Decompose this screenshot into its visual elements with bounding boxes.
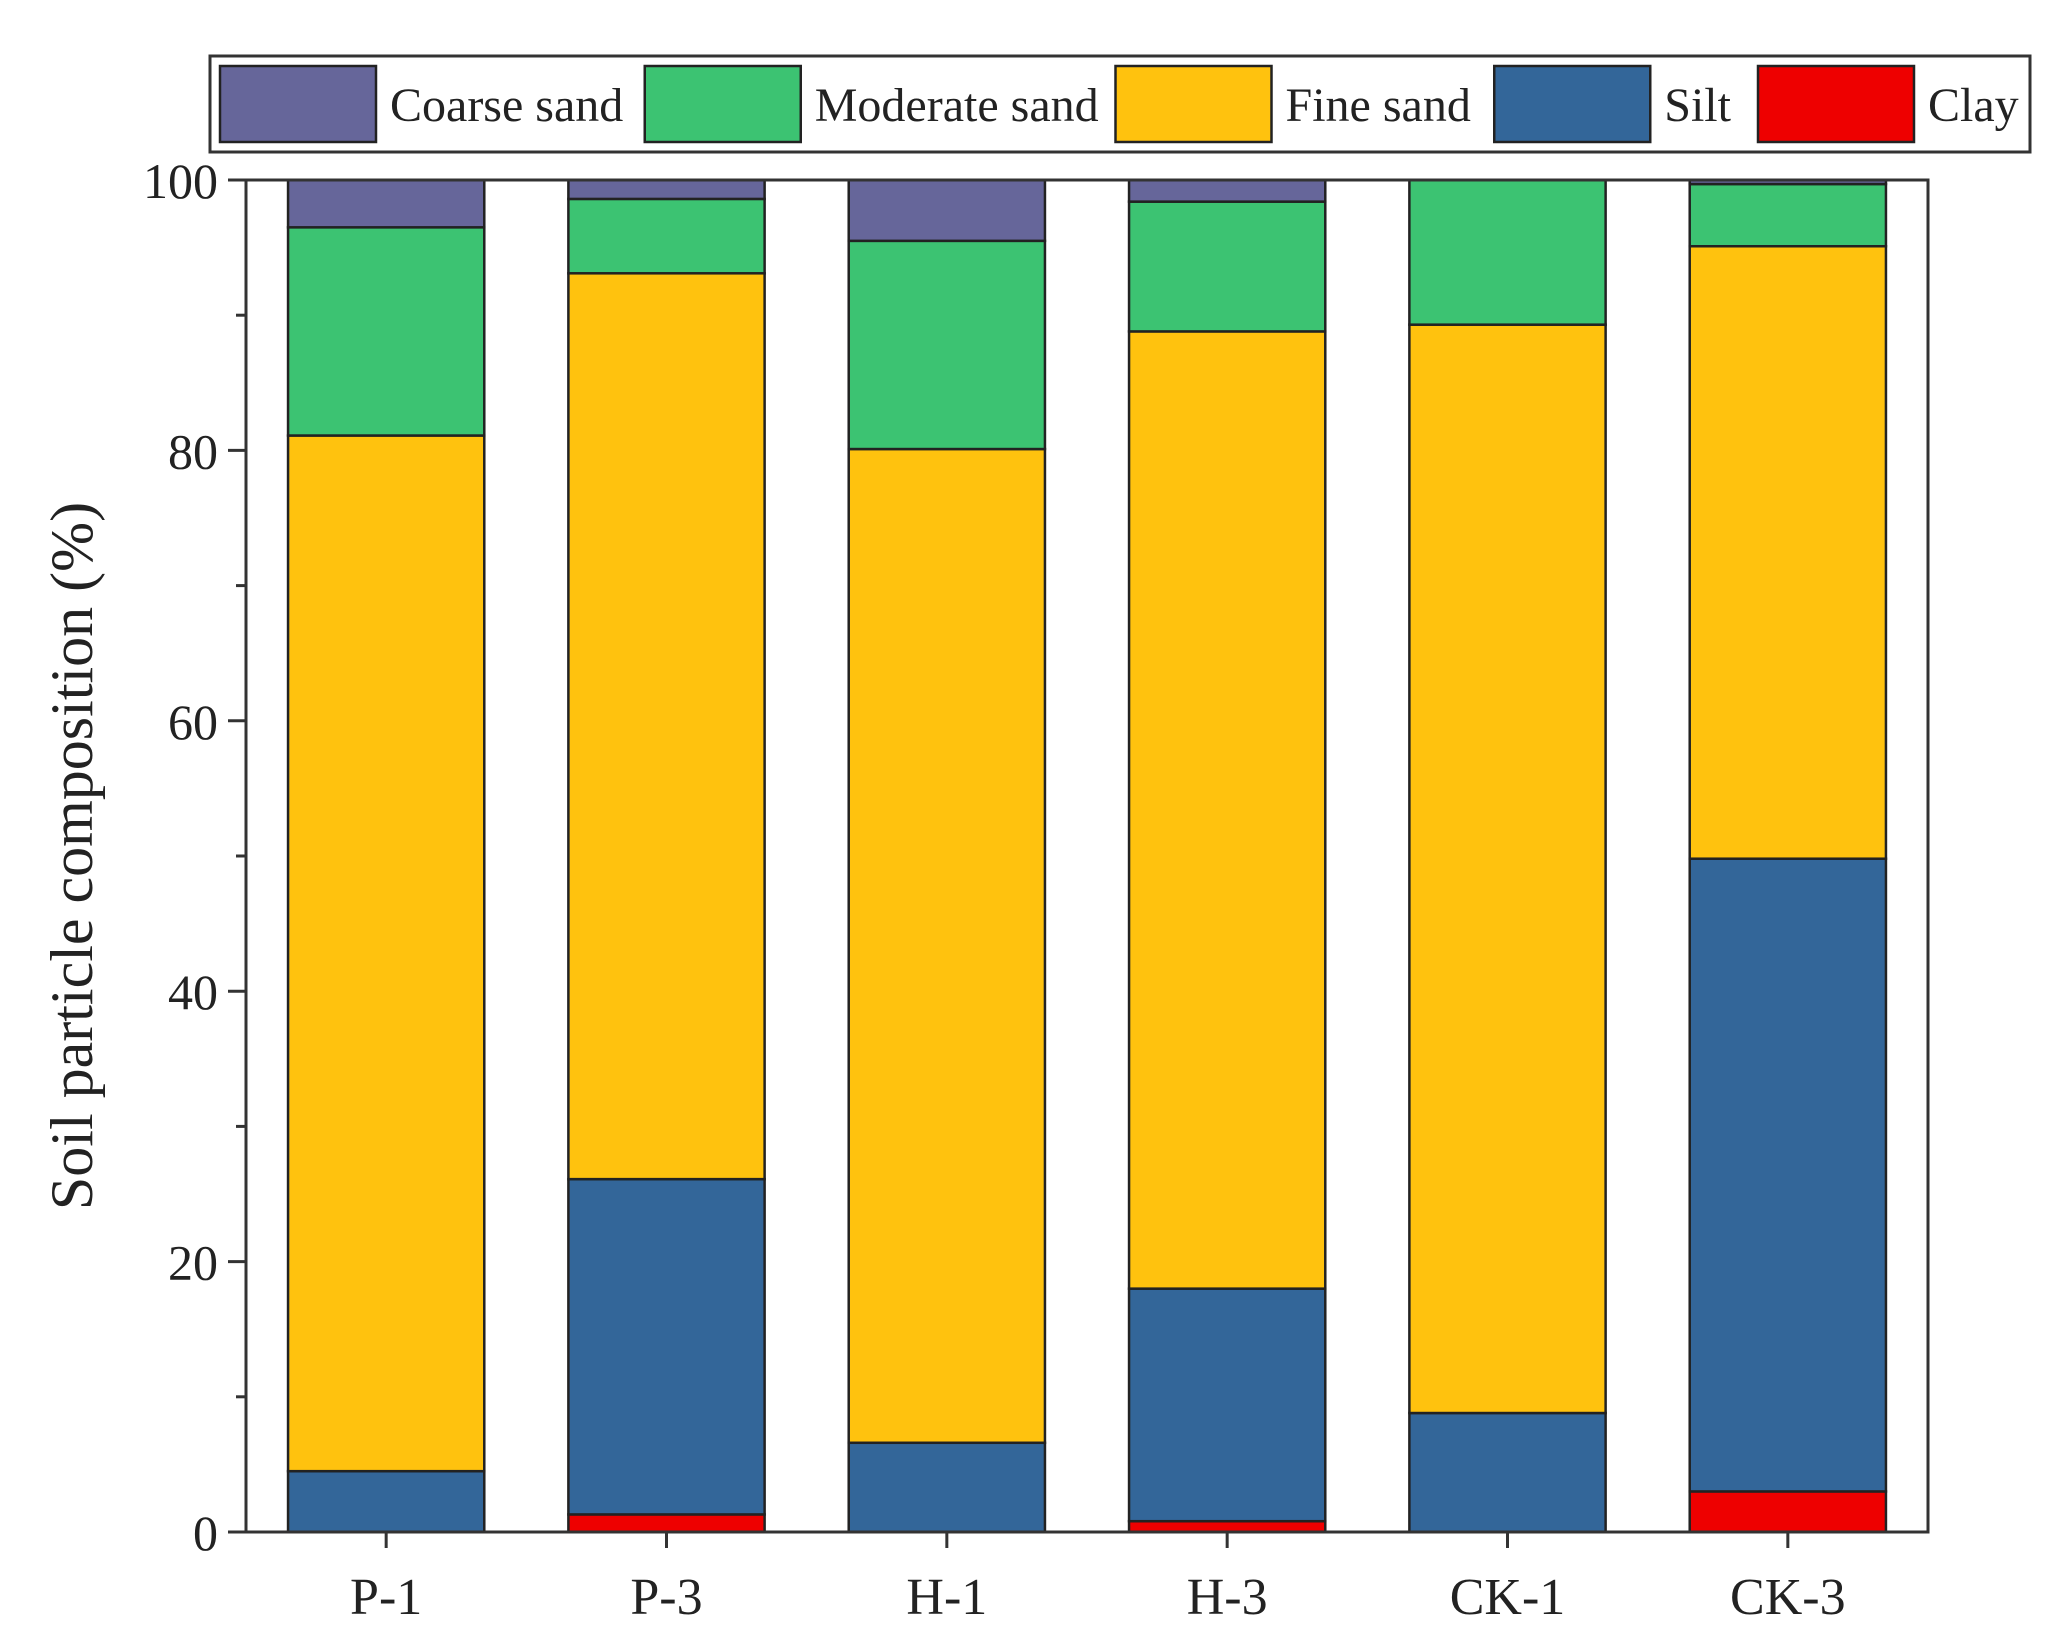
y-tick-label: 40 bbox=[168, 964, 218, 1020]
x-tick-label: P-3 bbox=[630, 1569, 702, 1626]
legend-label: Coarse sand bbox=[390, 79, 623, 132]
y-tick-label: 20 bbox=[168, 1235, 218, 1291]
bar-segment-clay bbox=[1127, 1519, 1327, 1534]
legend-swatch-coarse-sand bbox=[218, 64, 378, 144]
bar-segment-clay bbox=[1688, 1490, 1888, 1534]
bar-segment-fine-sand bbox=[847, 447, 1047, 1445]
bar-segment-moderate-sand bbox=[1127, 200, 1327, 333]
bar-segment-silt bbox=[1127, 1287, 1327, 1523]
bar-segment-moderate-sand bbox=[1688, 182, 1888, 248]
legend-swatch-silt bbox=[1493, 64, 1652, 144]
axis-labels: Soil particle composition (%) P-1 P-3 H-1 H… bbox=[39, 502, 1846, 1626]
legend-label: Silt bbox=[1664, 79, 1731, 132]
bars bbox=[286, 178, 1888, 1534]
axes: 0 20 40 60 80 100 bbox=[143, 153, 1790, 1561]
y-tick-label: 0 bbox=[193, 1505, 218, 1561]
legend-swatch-fine-sand bbox=[1114, 64, 1273, 144]
plot-frame bbox=[244, 178, 1930, 1534]
legend-swatch-clay bbox=[1756, 64, 1916, 144]
legend-label: Moderate sand bbox=[815, 79, 1099, 132]
x-tick-label: H-1 bbox=[906, 1569, 987, 1626]
bar-segment-coarse-sand bbox=[847, 178, 1047, 243]
y-tick-label: 100 bbox=[143, 153, 218, 209]
legend-swatch-moderate-sand bbox=[643, 64, 802, 144]
bar-segment-silt bbox=[1408, 1411, 1607, 1534]
y-tick-label: 60 bbox=[168, 694, 218, 750]
bar-segment-silt bbox=[567, 1177, 766, 1516]
x-tick-label: CK-3 bbox=[1730, 1569, 1846, 1626]
y-tick-label: 80 bbox=[168, 423, 218, 479]
x-tick-label: P-1 bbox=[350, 1569, 422, 1626]
bar-segment-fine-sand bbox=[286, 434, 486, 1473]
bar-segment-fine-sand bbox=[567, 272, 766, 1181]
bar-segment-coarse-sand bbox=[1127, 178, 1327, 203]
bar-segment-moderate-sand bbox=[1408, 178, 1607, 326]
bar-segment-silt bbox=[286, 1469, 486, 1534]
bar-segment-silt bbox=[847, 1441, 1047, 1534]
x-tick-label: H-3 bbox=[1187, 1569, 1268, 1626]
y-axis-label: Soil particle composition (%) bbox=[39, 502, 105, 1210]
bar-segment-silt bbox=[1688, 857, 1888, 1493]
bar-segment-fine-sand bbox=[1688, 244, 1888, 860]
legend: Coarse sand Moderate sand Fine sand Silt Cla… bbox=[208, 54, 2032, 154]
x-tick-label: CK-1 bbox=[1450, 1569, 1566, 1626]
legend-label: Clay bbox=[1928, 79, 2019, 132]
bar-segment-moderate-sand bbox=[286, 226, 486, 437]
bar-segment-moderate-sand bbox=[567, 197, 766, 275]
bar-segment-fine-sand bbox=[1408, 323, 1607, 1415]
bar-segment-coarse-sand bbox=[567, 178, 766, 201]
bar-segment-clay bbox=[567, 1513, 766, 1534]
bar-segment-fine-sand bbox=[1127, 330, 1327, 1290]
legend-label: Fine sand bbox=[1286, 79, 1471, 132]
bar-segment-moderate-sand bbox=[847, 239, 1047, 451]
bar-segment-coarse-sand bbox=[286, 178, 486, 229]
